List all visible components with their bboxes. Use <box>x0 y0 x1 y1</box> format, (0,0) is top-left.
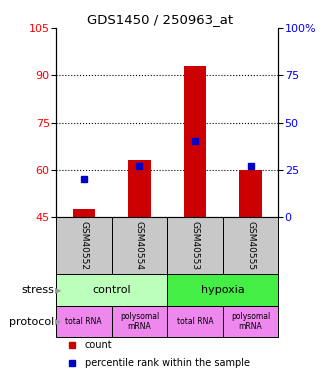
Text: ▶: ▶ <box>55 317 61 326</box>
Text: GSM40552: GSM40552 <box>79 221 88 270</box>
Text: polysomal
mRNA: polysomal mRNA <box>231 312 270 331</box>
Bar <box>128 160 150 217</box>
Bar <box>73 209 95 217</box>
Text: GSM40555: GSM40555 <box>246 221 255 270</box>
Bar <box>239 170 262 217</box>
Text: polysomal
mRNA: polysomal mRNA <box>120 312 159 331</box>
Text: GSM40554: GSM40554 <box>135 221 144 270</box>
Text: count: count <box>85 340 113 350</box>
Bar <box>112 306 167 337</box>
Text: protocol: protocol <box>9 316 54 327</box>
Text: total RNA: total RNA <box>66 317 102 326</box>
Text: GDS1450 / 250963_at: GDS1450 / 250963_at <box>87 13 233 26</box>
Text: percentile rank within the sample: percentile rank within the sample <box>85 358 250 368</box>
Text: control: control <box>92 285 131 295</box>
Bar <box>56 217 112 274</box>
Text: ▶: ▶ <box>55 285 61 294</box>
Text: GSM40553: GSM40553 <box>190 221 199 270</box>
Bar <box>56 306 112 337</box>
Bar <box>223 306 278 337</box>
Bar <box>167 306 223 337</box>
Bar <box>223 217 278 274</box>
Text: hypoxia: hypoxia <box>201 285 245 295</box>
Text: stress: stress <box>21 285 54 295</box>
Bar <box>112 217 167 274</box>
Text: total RNA: total RNA <box>177 317 213 326</box>
Bar <box>56 274 167 306</box>
Bar <box>167 217 223 274</box>
Bar <box>184 66 206 217</box>
Bar <box>167 274 278 306</box>
